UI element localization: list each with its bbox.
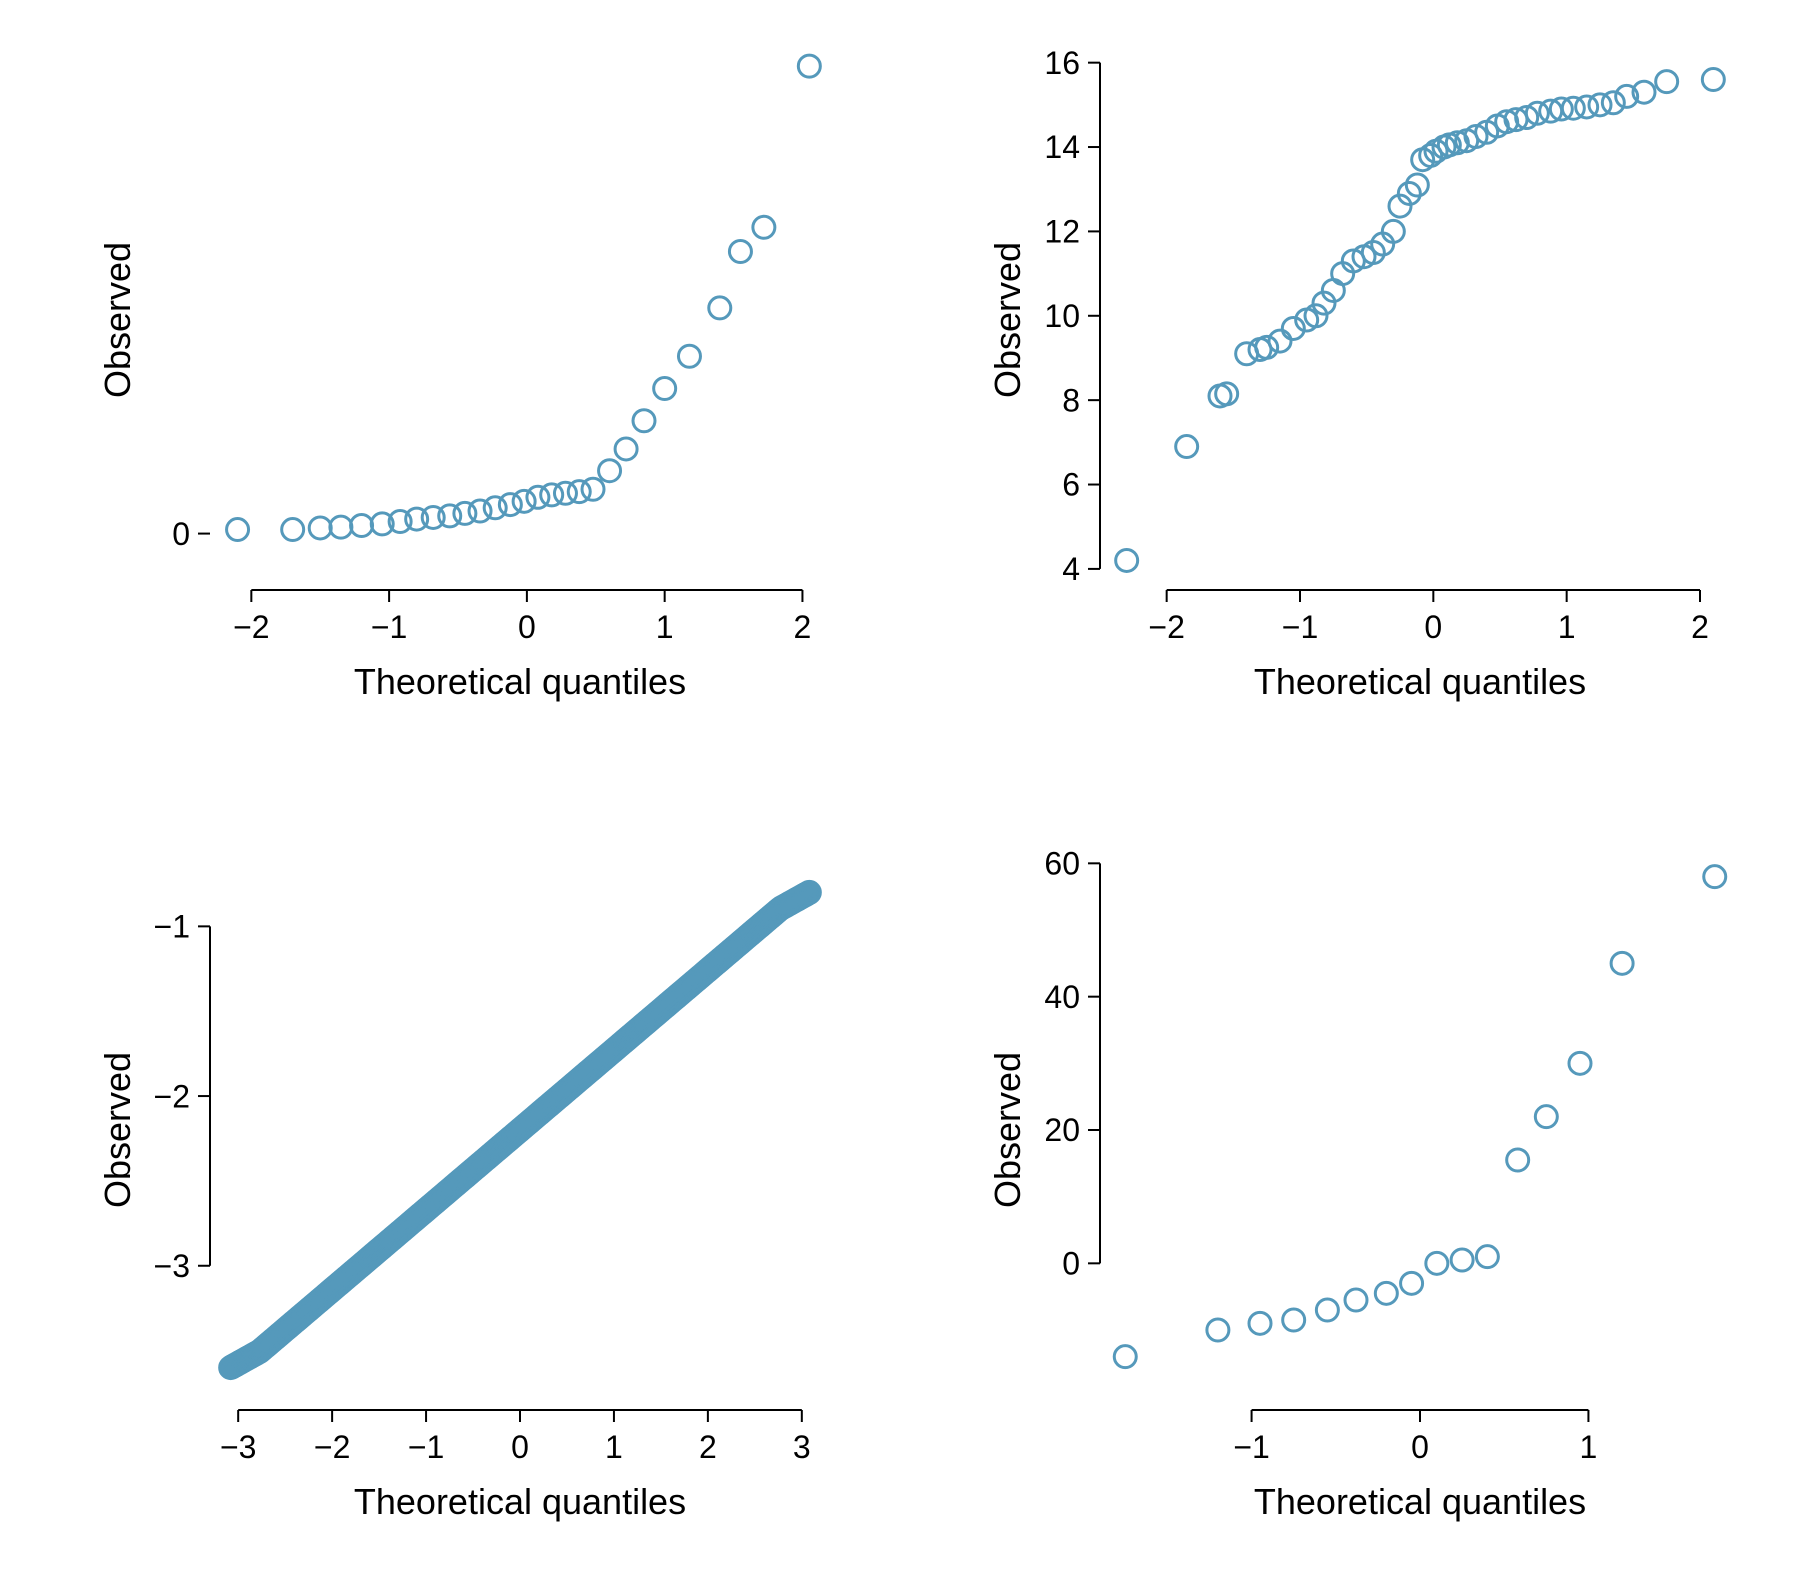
x-axis-label: Theoretical quantiles (354, 1481, 686, 1522)
scatter-plot: −2−101246810121416Theoretical quantilesO… (930, 30, 1770, 720)
y-axis-label: Observed (987, 242, 1028, 398)
x-tick-label: −1 (371, 609, 407, 645)
y-tick-label: 40 (1044, 979, 1080, 1015)
x-tick-label: 2 (794, 609, 812, 645)
y-axis-label: Observed (97, 242, 138, 398)
x-axis-label: Theoretical quantiles (1254, 1481, 1586, 1522)
y-ticks: 4 6 8 10 12 14 16 (1044, 45, 1100, 587)
scatter-plot: −2 −1 0 1 2 0 Theoretical quantiles Observed (40, 30, 860, 720)
x-axis-label: Theoretical quantiles (354, 661, 686, 702)
x-ticks: −2 −1 0 1 2 (233, 590, 811, 645)
x-tick-label: 2 (699, 1429, 717, 1465)
x-tick-label: −1 (408, 1429, 444, 1465)
y-tick-label: 14 (1044, 129, 1080, 165)
x-tick-label: −1 (1233, 1429, 1269, 1465)
x-tick-label: −2 (1148, 609, 1184, 645)
y-tick-label: 16 (1044, 45, 1080, 81)
x-tick-label: 1 (1580, 1429, 1598, 1465)
x-tick-label: 0 (1424, 609, 1442, 645)
y-tick-label: 12 (1044, 214, 1080, 250)
y-tick-label: −1 (154, 909, 190, 945)
scatter-plot: −1010204060Theoretical quantilesObserved (930, 830, 1770, 1550)
y-tick-label: 8 (1062, 382, 1080, 418)
y-tick-label: −2 (154, 1078, 190, 1114)
scatter-plot: −3 −2 −1 0 1 2 3 −1 −2 −3 Theoretical quantiles Obs… (40, 830, 860, 1550)
x-ticks: −2 −1 0 1 2 (1148, 590, 1708, 645)
x-tick-label: 1 (656, 609, 674, 645)
x-tick-label: −3 (220, 1429, 256, 1465)
y-tick-label: 10 (1044, 298, 1080, 334)
y-tick-label: 6 (1062, 467, 1080, 503)
x-ticks: −3 −2 −1 0 1 2 3 (220, 1410, 811, 1465)
panel-top-right: −2−101246810121416Theoretical quantilesO… (930, 30, 1770, 720)
panel-bottom-right: −1010204060Theoretical quantilesObserved (930, 830, 1770, 1550)
data-points (220, 881, 821, 1378)
x-tick-label: 2 (1691, 609, 1709, 645)
y-tick-label: −3 (154, 1248, 190, 1284)
x-ticks: −1 0 1 (1233, 1410, 1597, 1465)
y-axis-label: Observed (97, 1052, 138, 1208)
panel-bottom-left: −3 −2 −1 0 1 2 3 −1 −2 −3 Theoretical quantiles Obs… (40, 830, 860, 1550)
y-axis-label: Observed (987, 1052, 1028, 1208)
panel-top-left: −2 −1 0 1 2 0 Theoretical quantiles Observed (40, 30, 860, 720)
x-tick-label: 1 (605, 1429, 623, 1465)
y-tick-label: 0 (172, 516, 190, 552)
x-tick-label: 0 (518, 609, 536, 645)
x-tick-label: 0 (1411, 1429, 1429, 1465)
x-tick-label: 0 (511, 1429, 529, 1465)
qq-plot-grid: −2−10120Theoretical quantilesObserved−2−… (0, 0, 1800, 1588)
x-tick-label: 3 (793, 1429, 811, 1465)
y-ticks: −1 −2 −3 (154, 909, 210, 1284)
y-ticks: 0 (172, 516, 210, 552)
x-tick-label: −2 (314, 1429, 350, 1465)
x-tick-label: 1 (1558, 609, 1576, 645)
y-tick-label: 20 (1044, 1112, 1080, 1148)
data-points (1116, 69, 1725, 572)
x-tick-label: −1 (1282, 609, 1318, 645)
x-tick-label: −2 (233, 609, 269, 645)
y-ticks: 0 20 40 60 (1044, 846, 1100, 1282)
x-axis-label: Theoretical quantiles (1254, 661, 1586, 702)
y-tick-label: 60 (1044, 846, 1080, 882)
data-points (227, 55, 821, 540)
y-tick-label: 0 (1062, 1246, 1080, 1282)
y-tick-label: 4 (1062, 551, 1080, 587)
data-points (1114, 866, 1725, 1368)
